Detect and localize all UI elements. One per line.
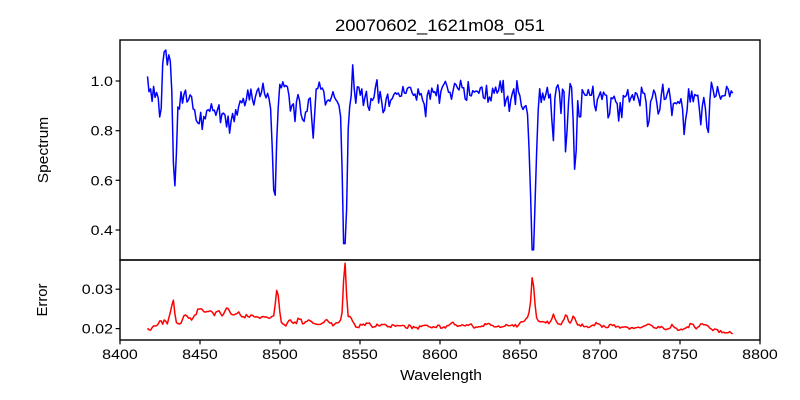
svg-text:8650: 8650 bbox=[502, 346, 538, 362]
svg-text:8550: 8550 bbox=[342, 346, 378, 362]
svg-text:0.6: 0.6 bbox=[91, 172, 114, 188]
svg-text:1.0: 1.0 bbox=[91, 73, 114, 89]
svg-text:8750: 8750 bbox=[662, 346, 698, 362]
svg-text:0.8: 0.8 bbox=[91, 123, 114, 139]
svg-text:8700: 8700 bbox=[582, 346, 618, 362]
svg-text:Spectrum: Spectrum bbox=[36, 117, 52, 184]
svg-text:8800: 8800 bbox=[742, 346, 778, 362]
svg-text:Error: Error bbox=[35, 283, 51, 316]
svg-text:8600: 8600 bbox=[422, 346, 458, 362]
svg-text:Wavelength: Wavelength bbox=[400, 368, 482, 384]
svg-text:0.02: 0.02 bbox=[82, 321, 113, 337]
svg-text:8400: 8400 bbox=[102, 346, 138, 362]
svg-text:8500: 8500 bbox=[262, 346, 298, 362]
svg-text:0.4: 0.4 bbox=[91, 222, 114, 238]
svg-text:20070602_1621m08_051: 20070602_1621m08_051 bbox=[335, 16, 545, 35]
svg-text:8450: 8450 bbox=[182, 346, 218, 362]
svg-text:0.03: 0.03 bbox=[82, 281, 113, 297]
